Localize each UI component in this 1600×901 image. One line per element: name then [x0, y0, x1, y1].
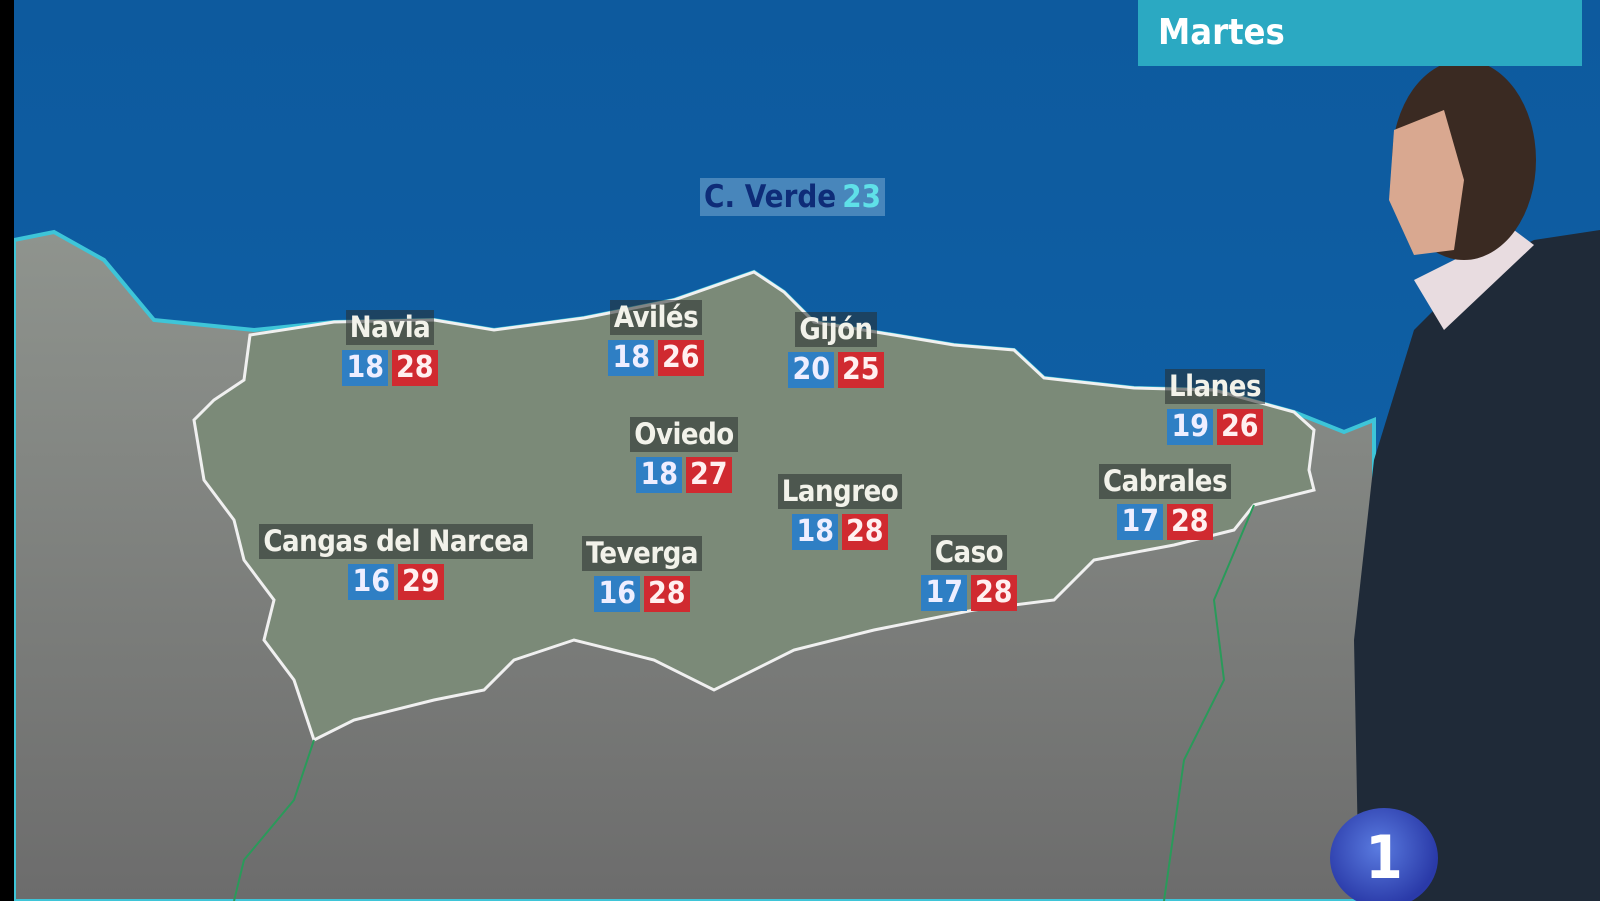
sea-buoy-label: C. Verde 23 — [700, 178, 886, 216]
max-temp: 28 — [1167, 504, 1213, 540]
min-temp: 16 — [348, 564, 394, 600]
presenter-face — [1389, 110, 1464, 255]
city-name: Cangas del Narcea — [259, 524, 533, 559]
max-temp: 29 — [398, 564, 444, 600]
min-temp: 19 — [1167, 409, 1213, 445]
min-temp: 17 — [921, 575, 967, 611]
city-cangas-del-narcea: Cangas del Narcea 16 29 — [236, 524, 556, 600]
city-name: Langreo — [777, 474, 903, 509]
min-temp: 16 — [594, 576, 640, 612]
asturias-region — [192, 270, 1316, 743]
city-name: Oviedo — [630, 417, 738, 452]
buoy-sea-temp: 23 — [842, 179, 882, 215]
min-temp: 18 — [608, 340, 654, 376]
city-oviedo: Oviedo 18 27 — [614, 417, 754, 493]
max-temp: 28 — [392, 350, 438, 386]
city-name: Cabrales — [1098, 464, 1232, 499]
day-banner: Martes — [1138, 0, 1582, 66]
city-gijon: Gijón 20 25 — [766, 312, 906, 388]
max-temp: 25 — [838, 352, 884, 388]
max-temp: 26 — [658, 340, 704, 376]
city-name: Gijón — [795, 312, 877, 347]
city-caso: Caso 17 28 — [899, 535, 1039, 611]
min-temp: 18 — [792, 514, 838, 550]
city-navia: Navia 18 28 — [320, 310, 460, 386]
presenter — [1354, 230, 1600, 901]
city-name: Avilés — [609, 300, 703, 335]
max-temp: 28 — [644, 576, 690, 612]
asturias-map — [14, 0, 1600, 901]
max-temp: 27 — [686, 457, 732, 493]
weather-map-screen: Martes C. Verde 23 Navia 18 28 Avilés 18 26… — [14, 0, 1600, 901]
province-border — [233, 504, 1255, 901]
city-langreo: Langreo 18 28 — [770, 474, 910, 550]
city-name: Teverga — [581, 536, 702, 571]
max-temp: 28 — [842, 514, 888, 550]
min-temp: 18 — [636, 457, 682, 493]
city-cabrales: Cabrales 17 28 — [1080, 464, 1250, 540]
buoy-name: C. Verde — [704, 179, 837, 215]
tve1-channel-logo: 1 — [1330, 808, 1438, 901]
max-temp: 28 — [971, 575, 1017, 611]
city-aviles: Avilés 18 26 — [586, 300, 726, 376]
city-llanes: Llanes 19 26 — [1145, 369, 1285, 445]
max-temp: 26 — [1217, 409, 1263, 445]
city-name: Caso — [930, 535, 1008, 570]
city-name: Navia — [345, 310, 435, 345]
city-teverga: Teverga 16 28 — [572, 536, 712, 612]
city-name: Llanes — [1165, 369, 1265, 404]
presenter-shirt — [1414, 230, 1534, 330]
min-temp: 18 — [342, 350, 388, 386]
min-temp: 20 — [788, 352, 834, 388]
min-temp: 17 — [1117, 504, 1163, 540]
